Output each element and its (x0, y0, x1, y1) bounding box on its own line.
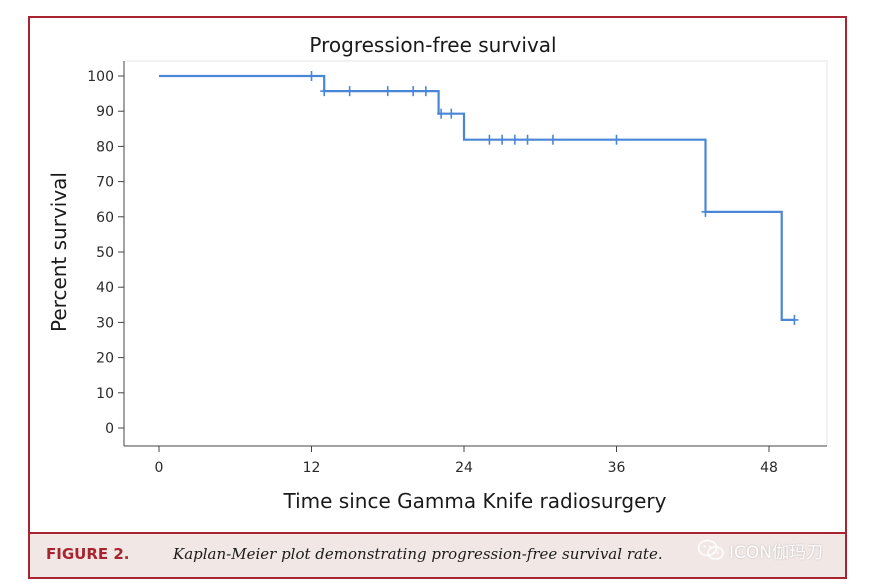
y-tick-label: 80 (96, 139, 114, 155)
x-tick-label: 12 (303, 460, 321, 476)
y-tick-label: 50 (96, 245, 114, 261)
y-tick-label: 0 (105, 421, 114, 437)
censor-mark (701, 206, 710, 217)
y-axis-label: Percent survival (47, 172, 71, 332)
censor-mark (307, 71, 316, 81)
censor-mark (523, 134, 532, 145)
y-tick-label: 70 (96, 175, 114, 191)
survival-series (159, 74, 795, 321)
x-tick-label: 0 (155, 460, 164, 476)
censor-mark (383, 86, 392, 97)
censor-mark (510, 134, 519, 145)
caption-text: Kaplan-Meier plot demonstrating progress… (173, 545, 663, 563)
censor-mark (485, 134, 494, 145)
censor-mark (421, 86, 430, 97)
y-tick-label: 90 (96, 104, 114, 120)
censor-marks (307, 71, 799, 325)
censor-mark (320, 86, 329, 97)
censor-mark (345, 86, 354, 97)
chart-title: Progression-free survival (309, 33, 556, 57)
survival-step-line (159, 74, 795, 321)
x-tick-label: 48 (760, 460, 778, 476)
x-tick-label: 24 (455, 460, 473, 476)
y-tick-label: 30 (96, 315, 114, 331)
watermark: ICON伽玛刀 (697, 537, 823, 563)
y-tick-label: 10 (96, 386, 114, 402)
watermark-text: ICON伽玛刀 (729, 542, 823, 563)
caption-label: FIGURE 2. (46, 545, 130, 563)
censor-mark (498, 134, 507, 145)
y-tick-label: 20 (96, 351, 114, 367)
y-ticks: 0 10 20 30 40 50 60 70 80 90 100 (87, 69, 124, 437)
censor-mark (612, 134, 621, 145)
censor-mark (790, 314, 799, 325)
y-tick-label: 60 (96, 210, 114, 226)
x-ticks: 0 12 24 36 48 (155, 446, 778, 476)
y-tick-label: 40 (96, 280, 114, 296)
censor-mark (548, 134, 557, 145)
figure-caption: FIGURE 2. Kaplan-Meier plot demonstratin… (30, 532, 845, 577)
y-tick-label: 100 (87, 69, 114, 85)
x-tick-label: 36 (608, 460, 626, 476)
censor-mark (409, 86, 418, 97)
wechat-icon (697, 539, 725, 561)
censor-mark (437, 108, 446, 119)
censor-mark (447, 108, 456, 119)
x-axis-label: Time since Gamma Knife radiosurgery (283, 489, 667, 513)
plot-frame (123, 60, 828, 447)
